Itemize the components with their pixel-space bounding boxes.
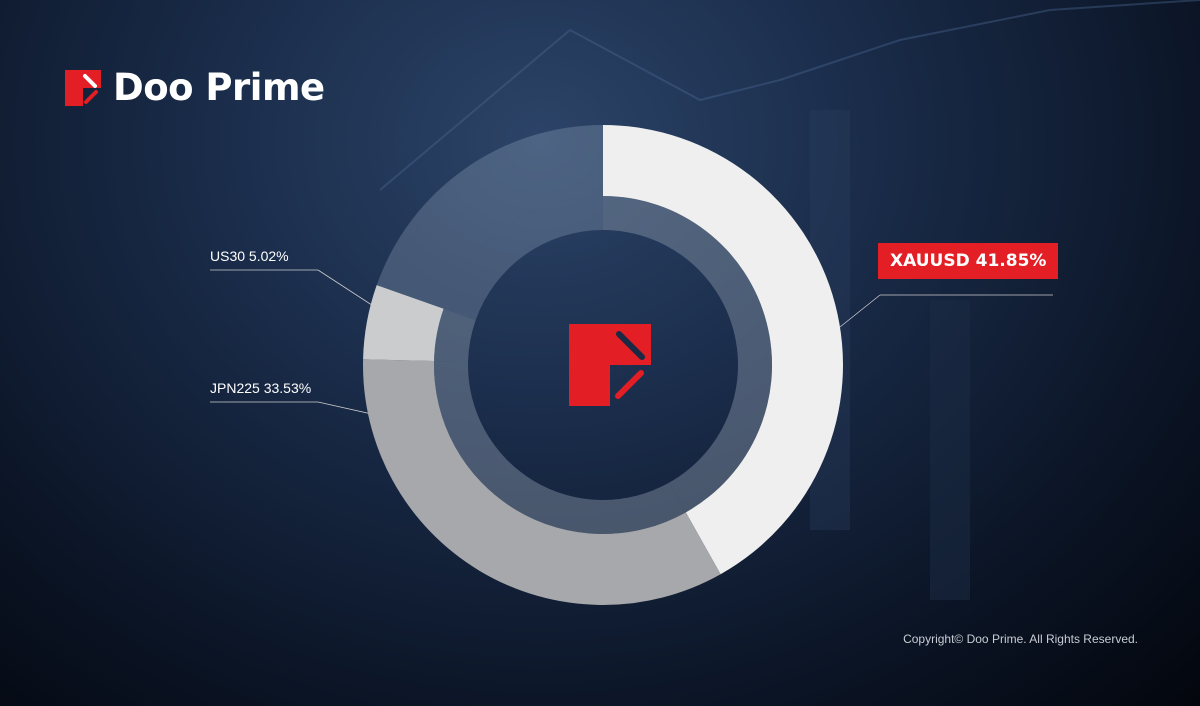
label-xauusd: XAUUSD 41.85% (878, 243, 1059, 279)
slice-us30 (363, 285, 444, 361)
leader-line-xauusd (839, 294, 881, 328)
brand-name: Doo Prime (113, 66, 325, 109)
brand-logo: Doo Prime (65, 66, 325, 109)
slice-inner-us30 (434, 308, 476, 362)
copyright-text: Copyright© Doo Prime. All Rights Reserve… (903, 632, 1138, 646)
slice-xauusd (603, 125, 844, 575)
label-us30: US30 5.02% (210, 248, 289, 264)
center-logo-icon (569, 324, 651, 406)
label-jpn225: JPN225 33.53% (210, 380, 312, 396)
slice-inner-jpn225 (434, 360, 686, 535)
slice-remainder (376, 125, 603, 309)
slice-inner-remainder (443, 196, 603, 321)
slice-inner-xauusd (603, 195, 773, 513)
doo-prime-logo-icon (65, 69, 101, 106)
slice-jpn225 (362, 359, 721, 606)
